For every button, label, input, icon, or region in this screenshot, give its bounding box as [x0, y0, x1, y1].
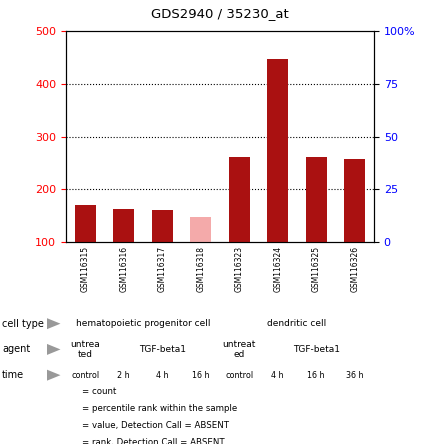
Text: GSM116324: GSM116324: [273, 246, 282, 293]
Text: GSM116318: GSM116318: [196, 246, 205, 292]
Text: cell type: cell type: [2, 319, 44, 329]
Text: GSM116323: GSM116323: [235, 246, 244, 293]
Bar: [306, 157, 327, 242]
Text: dendritic cell: dendritic cell: [267, 319, 326, 328]
Text: TGF-beta1: TGF-beta1: [293, 345, 340, 354]
Text: = count: = count: [82, 387, 116, 396]
Text: 16 h: 16 h: [192, 371, 210, 380]
Text: = rank, Detection Call = ABSENT: = rank, Detection Call = ABSENT: [82, 438, 224, 444]
Text: = percentile rank within the sample: = percentile rank within the sample: [82, 404, 237, 413]
Text: untreat
ed: untreat ed: [223, 340, 256, 359]
Bar: [229, 157, 250, 242]
Polygon shape: [47, 369, 60, 381]
Text: GSM116317: GSM116317: [158, 246, 167, 293]
Text: GSM116325: GSM116325: [312, 246, 321, 293]
Text: TGF-beta1: TGF-beta1: [139, 345, 186, 354]
Text: time: time: [2, 370, 24, 380]
Text: 4 h: 4 h: [156, 371, 168, 380]
Polygon shape: [47, 318, 60, 329]
Bar: [267, 59, 288, 242]
Bar: [113, 209, 134, 242]
Bar: [344, 159, 366, 242]
Polygon shape: [47, 344, 60, 355]
Text: hematopoietic progenitor cell: hematopoietic progenitor cell: [76, 319, 210, 328]
Text: 4 h: 4 h: [272, 371, 284, 380]
Text: GSM116315: GSM116315: [81, 246, 90, 293]
Text: control: control: [71, 371, 99, 380]
Text: GSM116316: GSM116316: [119, 246, 128, 293]
Text: control: control: [225, 371, 253, 380]
Text: 36 h: 36 h: [346, 371, 363, 380]
Text: GSM116326: GSM116326: [350, 246, 359, 293]
Bar: [74, 205, 96, 242]
Bar: [152, 210, 173, 242]
Text: 16 h: 16 h: [307, 371, 325, 380]
Text: 2 h: 2 h: [117, 371, 130, 380]
Text: GDS2940 / 35230_at: GDS2940 / 35230_at: [151, 7, 289, 20]
Bar: [190, 217, 211, 242]
Text: = value, Detection Call = ABSENT: = value, Detection Call = ABSENT: [82, 421, 229, 430]
Text: untrea
ted: untrea ted: [70, 340, 100, 359]
Text: agent: agent: [2, 345, 30, 354]
